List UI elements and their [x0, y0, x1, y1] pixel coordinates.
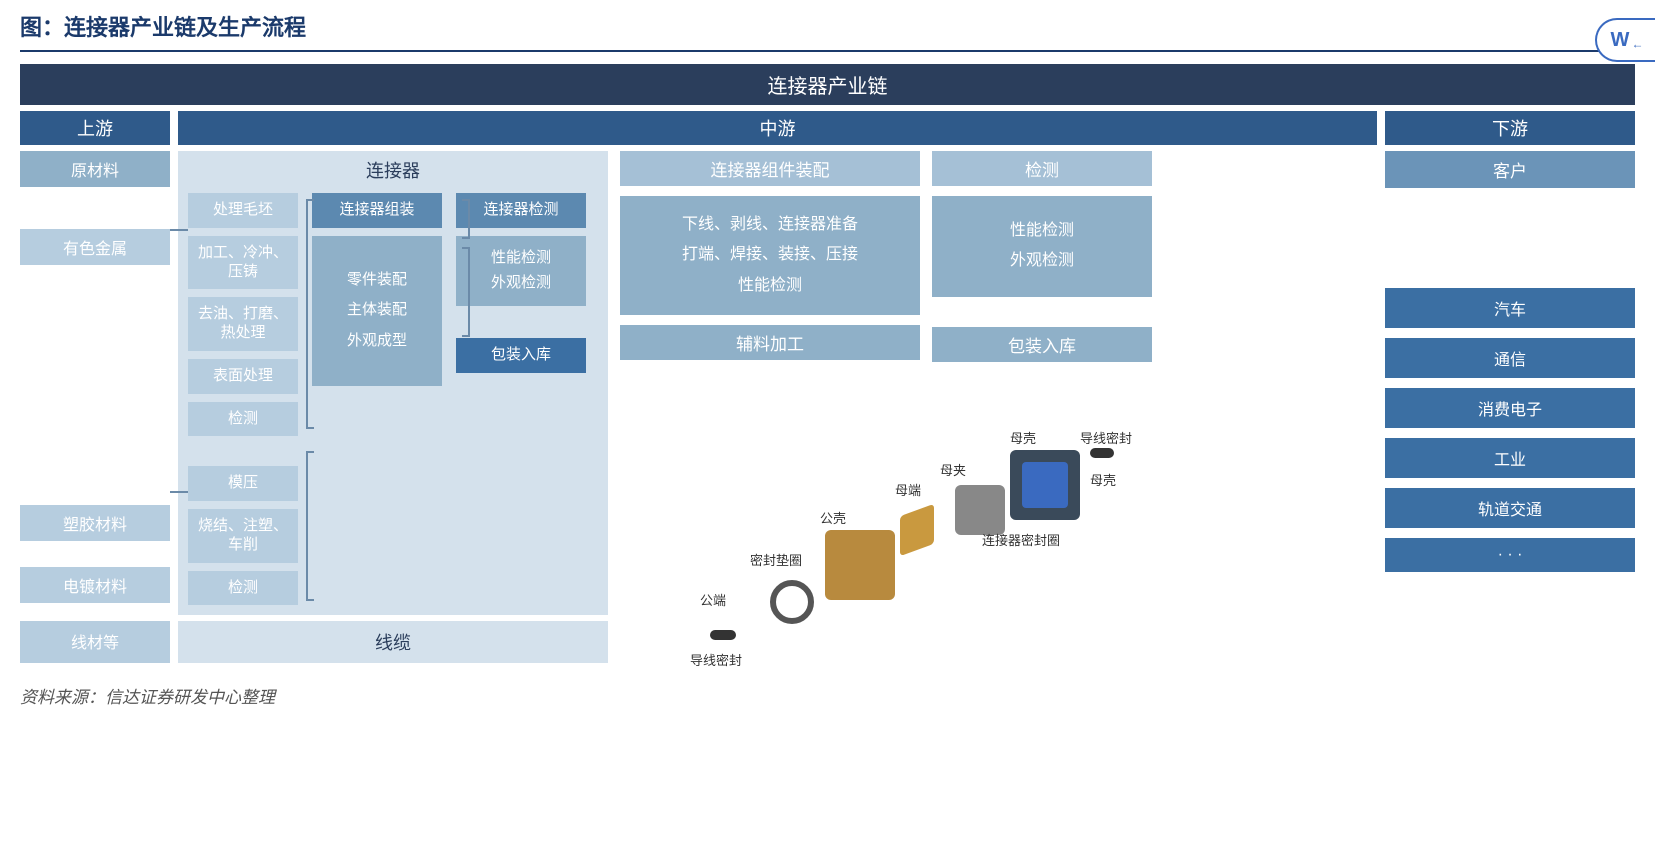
upstream-item: 电镀材料	[20, 567, 170, 603]
assembly-body-line: 下线、剥线、连接器准备	[630, 210, 910, 240]
inspection-pack: 包装入库	[932, 327, 1152, 362]
main-header: 连接器产业链	[20, 64, 1635, 105]
inspection-group-header: 检测	[932, 151, 1152, 186]
part-label: 公壳	[820, 508, 846, 527]
process-step: 处理毛坯	[188, 193, 298, 228]
connector-line-icon	[170, 225, 188, 235]
part-label: 母端	[895, 480, 921, 499]
downstream-item: · · ·	[1385, 538, 1635, 572]
upstream-subheader: 原材料	[20, 151, 170, 187]
upstream-column: 原材料 有色金属 塑胶材料 电镀材料	[20, 151, 170, 603]
connector-line-icon	[170, 487, 188, 497]
part-ring-icon	[770, 580, 814, 624]
bracket-icon	[306, 451, 314, 601]
downstream-item: 汽车	[1385, 288, 1635, 328]
inspection-line: 性能检测	[942, 216, 1142, 246]
connector-col-b: 连接器组装 零件装配 主体装配 外观成型	[312, 193, 442, 386]
connector-panel: 连接器 处理毛坯 加工、冷冲、压铸 去油、打磨、热处理 表面处理 检测 模压 烧…	[178, 151, 608, 615]
word-badge-letter: W	[1611, 29, 1630, 52]
part-label: 导线密封	[690, 650, 742, 669]
assembly-line: 外观成型	[318, 332, 436, 351]
word-badge-icon: W ←	[1595, 18, 1655, 62]
downstream-header: 下游	[1385, 111, 1635, 145]
part-label: 公端	[700, 590, 726, 609]
connector-col-a: 处理毛坯 加工、冷冲、压铸 去油、打磨、热处理 表面处理 检测 模压 烧结、注塑…	[188, 193, 298, 605]
process-step: 去油、打磨、热处理	[188, 297, 298, 351]
figure-title: 图：连接器产业链及生产流程	[20, 10, 1635, 42]
assembly-body-line: 打端、焊接、装接、压接	[630, 240, 910, 270]
exploded-view: 导线密封 公端 密封垫圈 公壳 母端 母夹 母壳 连接器密封圈 导线密封 母壳	[670, 430, 1150, 680]
connector-col-c: 连接器检测 性能检测 外观检测 包装入库	[456, 193, 586, 373]
assembly-group-body: 下线、剥线、连接器准备 打端、焊接、装接、压接 性能检测	[620, 196, 920, 315]
bracket-icon	[462, 199, 470, 239]
title-rule	[20, 50, 1635, 52]
assembly-body-line: 性能检测	[630, 271, 910, 301]
part-label: 母壳	[1010, 428, 1036, 447]
connector-panel-title: 连接器	[188, 151, 598, 193]
word-badge-arrow: ←	[1631, 37, 1643, 51]
cable-left: 线材等	[20, 621, 170, 663]
inspect-line: 外观检测	[462, 274, 580, 293]
assembly-line: 主体装配	[318, 301, 436, 320]
part-icon	[710, 630, 736, 640]
part-label: 母夹	[940, 460, 966, 479]
part-label: 导线密封	[1080, 428, 1132, 447]
upstream-header: 上游	[20, 111, 170, 145]
downstream-item: 消费电子	[1385, 388, 1635, 428]
downstream-item: 轨道交通	[1385, 488, 1635, 528]
part-label: 母壳	[1090, 470, 1116, 489]
downstream-item: 通信	[1385, 338, 1635, 378]
cable-title: 线缆	[178, 621, 608, 663]
assembly-header: 连接器组装	[312, 193, 442, 228]
downstream-column: 客户 汽车 通信 消费电子 工业 轨道交通 · · ·	[1385, 151, 1635, 572]
downstream-item: 工业	[1385, 438, 1635, 478]
bracket-icon	[462, 247, 470, 337]
source-citation: 资料来源：信达证券研发中心整理	[20, 683, 1635, 708]
downstream-subheader: 客户	[1385, 151, 1635, 188]
process-step: 检测	[188, 402, 298, 437]
part-icon	[825, 530, 895, 600]
section-header-row: 上游 中游 下游	[20, 111, 1635, 145]
inspect-header: 连接器检测	[456, 193, 586, 228]
assembly-body: 零件装配 主体装配 外观成型	[312, 236, 442, 386]
inspection-group-body: 性能检测 外观检测	[932, 196, 1152, 297]
midstream-header: 中游	[178, 111, 1377, 145]
part-icon	[900, 504, 934, 556]
aux-processing: 辅料加工	[620, 325, 920, 360]
assembly-group-header: 连接器组件装配	[620, 151, 920, 186]
process-step: 模压	[188, 466, 298, 501]
part-label: 密封垫圈	[750, 550, 802, 569]
inspect-line: 性能检测	[462, 249, 580, 268]
process-step: 表面处理	[188, 359, 298, 394]
inspect-body: 性能检测 外观检测	[456, 236, 586, 306]
bracket-icon	[306, 199, 314, 429]
part-icon	[955, 485, 1005, 535]
connector-columns: 处理毛坯 加工、冷冲、压铸 去油、打磨、热处理 表面处理 检测 模压 烧结、注塑…	[188, 193, 598, 605]
pack-step: 包装入库	[456, 338, 586, 373]
upstream-item: 塑胶材料	[20, 505, 170, 541]
process-step: 加工、冷冲、压铸	[188, 236, 298, 290]
part-icon	[1022, 462, 1068, 508]
upstream-item: 有色金属	[20, 229, 170, 265]
process-step: 烧结、注塑、车削	[188, 509, 298, 563]
inspection-line: 外观检测	[942, 246, 1142, 276]
process-step: 检测	[188, 571, 298, 606]
part-label: 连接器密封圈	[982, 530, 1060, 549]
part-icon	[1090, 448, 1114, 458]
assembly-line: 零件装配	[318, 271, 436, 290]
